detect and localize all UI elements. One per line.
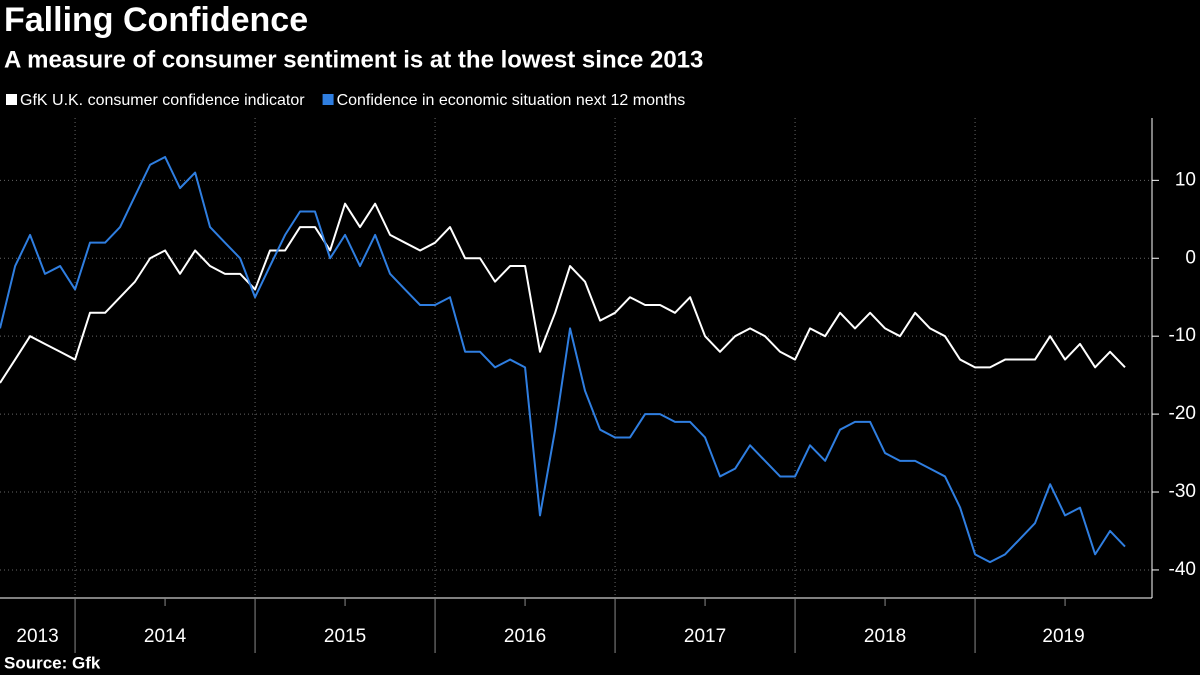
y-tick-label: -20 (1169, 403, 1196, 424)
series-line (0, 155, 1126, 564)
x-tick-label: 2014 (144, 626, 187, 647)
legend-swatch (322, 94, 334, 105)
y-tick-label: -10 (1169, 325, 1196, 346)
legend-label: Confidence in economic situation next 12… (337, 92, 686, 109)
x-tick-label: 2017 (684, 626, 726, 647)
y-tick-label: 10 (1175, 169, 1196, 190)
source: Source: Gfk (4, 653, 101, 672)
series-line (0, 202, 1126, 384)
chart-subtitle: A measure of consumer sentiment is at th… (4, 46, 703, 73)
y-tick-label: 0 (1185, 247, 1196, 268)
chart-title: Falling Confidence (4, 1, 308, 39)
x-tick-label: 2015 (324, 626, 366, 647)
x-tick-label: 2016 (504, 626, 546, 647)
legend-label: GfK U.K. consumer confidence indicator (20, 92, 305, 109)
x-tick-label: 2019 (1042, 626, 1084, 647)
y-tick-label: -30 (1169, 481, 1196, 502)
x-tick-label: 2018 (864, 626, 906, 647)
legend-swatch (6, 94, 17, 105)
y-tick-label: -40 (1169, 559, 1196, 580)
x-tick-label: 2013 (16, 626, 58, 647)
